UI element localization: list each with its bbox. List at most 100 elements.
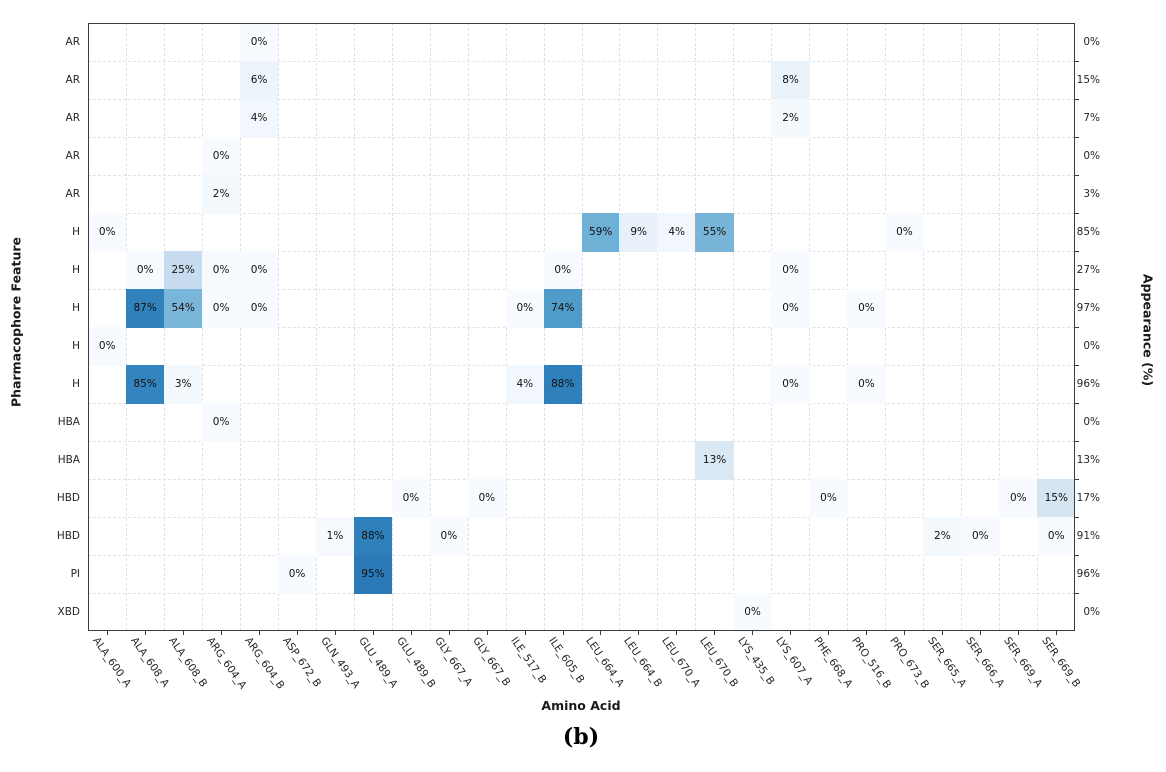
heatmap-cell-value: 0% bbox=[212, 302, 230, 315]
heatmap-cell-value: 1% bbox=[326, 530, 344, 543]
y-axis-label: H bbox=[72, 302, 80, 314]
x-axis-label: LEU_670_B bbox=[697, 635, 741, 690]
bottom-tick-mark bbox=[638, 631, 640, 635]
heatmap-cell: 0% bbox=[999, 479, 1038, 518]
bottom-tick-mark bbox=[410, 631, 412, 635]
x-axis-title: Amino Acid bbox=[541, 698, 621, 713]
bottom-tick-mark bbox=[752, 631, 754, 635]
y-axis-label: PI bbox=[70, 568, 80, 580]
heatmap-cell: 4% bbox=[505, 365, 545, 404]
heatmap-cell: 0% bbox=[847, 365, 886, 404]
gridline-horizontal bbox=[88, 403, 1075, 404]
heatmap-cell-value: 95% bbox=[361, 568, 385, 581]
x-axis-label: LYS_435_B bbox=[735, 635, 778, 688]
heatmap-cell: 6% bbox=[239, 61, 279, 100]
heatmap-cell: 85% bbox=[125, 365, 165, 404]
right-tick-mark bbox=[1075, 441, 1079, 442]
heatmap-cell-value: 0% bbox=[136, 264, 154, 277]
bottom-tick-mark bbox=[334, 631, 336, 635]
appearance-value-label: 15% bbox=[1076, 74, 1100, 86]
heatmap-cell: 4% bbox=[239, 99, 279, 138]
heatmap-cell-value: 9% bbox=[630, 226, 648, 239]
heatmap-cell-value: 0% bbox=[554, 264, 572, 277]
appearance-value-label: 96% bbox=[1076, 568, 1100, 580]
heatmap-cell: 2% bbox=[771, 99, 810, 138]
y-axis-label: AR bbox=[65, 74, 80, 86]
heatmap-cell: 0% bbox=[391, 479, 431, 518]
right-tick-mark bbox=[1075, 137, 1079, 138]
heatmap-cell-value: 0% bbox=[250, 36, 268, 49]
appearance-value-label: 27% bbox=[1076, 264, 1100, 276]
heatmap-cell-value: 13% bbox=[702, 454, 727, 467]
heatmap-cell-value: 0% bbox=[212, 150, 230, 163]
y-axis-label: AR bbox=[65, 188, 80, 200]
bottom-tick-mark bbox=[486, 631, 488, 635]
x-axis-label: SER_669_B bbox=[1039, 635, 1083, 690]
bottom-tick-mark bbox=[258, 631, 260, 635]
x-axis-label: PRO_673_B bbox=[887, 635, 932, 691]
heatmap-cell-value: 8% bbox=[782, 74, 799, 87]
bottom-tick-mark bbox=[1056, 631, 1058, 635]
bottom-tick-mark bbox=[828, 631, 830, 635]
gridline-horizontal bbox=[88, 441, 1075, 442]
bottom-tick-mark bbox=[790, 631, 792, 635]
x-axis-label: ALA_608_B bbox=[166, 635, 210, 690]
heatmap-cell-value: 2% bbox=[212, 188, 230, 201]
gridline-horizontal bbox=[88, 99, 1075, 100]
heatmap-cell-value: 4% bbox=[668, 226, 685, 239]
heatmap-cell: 0% bbox=[543, 251, 582, 290]
right-tick-mark bbox=[1075, 403, 1079, 404]
bottom-tick-mark bbox=[600, 631, 602, 635]
heatmap-cell-value: 0% bbox=[402, 492, 420, 505]
heatmap-cell-value: 4% bbox=[250, 112, 268, 125]
bottom-tick-mark bbox=[980, 631, 982, 635]
appearance-value-label: 85% bbox=[1076, 226, 1100, 238]
x-axis-label: ASP_672_B bbox=[279, 635, 324, 690]
heatmap-cell-value: 88% bbox=[361, 530, 385, 543]
heatmap-cell-value: 74% bbox=[551, 302, 575, 315]
heatmap-cell: 0% bbox=[505, 289, 545, 328]
heatmap-cell-value: 0% bbox=[440, 530, 458, 543]
heatmap-cell-value: 54% bbox=[171, 302, 195, 315]
x-axis-label: LEU_664_B bbox=[621, 635, 665, 690]
heatmap-cell-value: 0% bbox=[212, 416, 230, 429]
appearance-value-label: 3% bbox=[1083, 188, 1100, 200]
x-axis-label: SER_666_A bbox=[963, 635, 1007, 690]
right-tick-mark bbox=[1075, 99, 1079, 100]
heatmap-cell-value: 0% bbox=[782, 378, 799, 391]
heatmap-cell-value: 0% bbox=[250, 302, 268, 315]
bottom-tick-mark bbox=[714, 631, 716, 635]
heatmap-cell: 0% bbox=[771, 365, 810, 404]
y-axis-label: H bbox=[72, 264, 80, 276]
right-tick-mark bbox=[1075, 61, 1079, 62]
heatmap-cell: 0% bbox=[239, 251, 279, 290]
y-axis-label: HBD bbox=[56, 492, 80, 504]
heatmap-cell: 8% bbox=[771, 61, 810, 100]
bottom-tick-mark bbox=[904, 631, 906, 635]
heatmap-cell: 95% bbox=[353, 555, 393, 594]
heatmap-cell: 0% bbox=[1037, 517, 1076, 556]
heatmap-cell: 9% bbox=[619, 213, 658, 252]
right-tick-mark bbox=[1075, 517, 1079, 518]
heatmap-cell: 0% bbox=[847, 289, 886, 328]
x-axis-label: GLU_489_B bbox=[393, 635, 438, 691]
x-axis-label: ILE_517_B bbox=[507, 635, 549, 686]
y-axis-label: XBD bbox=[57, 606, 80, 618]
heatmap-cell: 0% bbox=[429, 517, 469, 556]
heatmap-cell-value: 25% bbox=[171, 264, 195, 277]
bottom-tick-mark bbox=[372, 631, 374, 635]
heatmap-cell-value: 0% bbox=[858, 378, 875, 391]
x-axis-label: PHE_668_A bbox=[811, 635, 855, 690]
heatmap-cell-value: 88% bbox=[551, 378, 575, 391]
heatmap-cell: 0% bbox=[771, 289, 810, 328]
bottom-tick-mark bbox=[106, 631, 108, 635]
appearance-value-label: 0% bbox=[1083, 36, 1100, 48]
heatmap-cell-value: 15% bbox=[1044, 492, 1068, 505]
heatmap-cell: 2% bbox=[923, 517, 962, 556]
right-tick-mark bbox=[1075, 327, 1079, 328]
x-axis-label: GLY_667_A bbox=[431, 635, 475, 689]
appearance-value-label: 91% bbox=[1076, 530, 1100, 542]
gridline-horizontal bbox=[88, 517, 1075, 518]
x-axis-label: LYS_607_A bbox=[773, 635, 815, 688]
